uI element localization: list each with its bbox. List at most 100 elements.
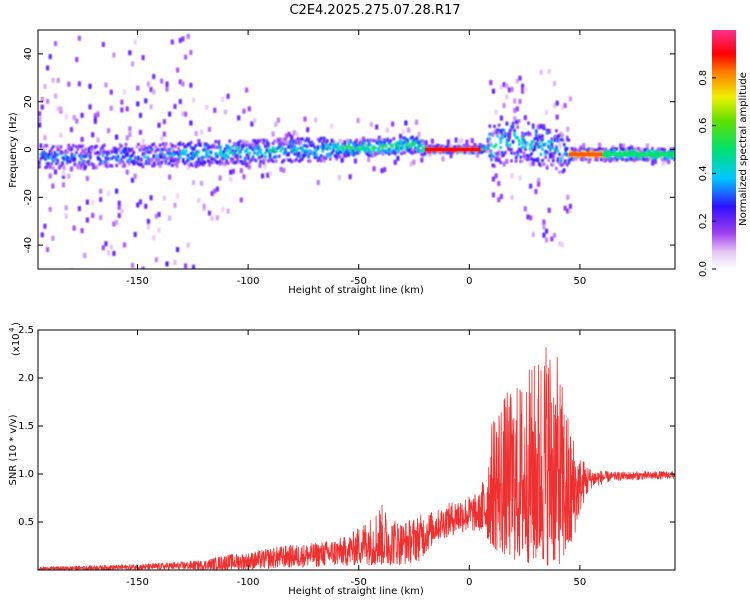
spectrogram-ridge-cell	[510, 151, 513, 155]
spectrogram-noise-cell	[75, 57, 79, 63]
spectrogram-ridge-cell	[555, 134, 558, 138]
spectrogram-noise-cell	[552, 232, 557, 238]
x-tick-label: -50	[351, 577, 367, 588]
spectrogram-ridge-cell	[409, 146, 413, 150]
spectrogram-ridge-cell	[609, 155, 612, 159]
spectrogram-ridge-cell	[296, 137, 300, 141]
spectrogram-ridge-cell	[126, 159, 129, 163]
spectrogram-noise-cell	[162, 195, 166, 201]
spectrogram-ridge-cell	[133, 160, 137, 165]
spectrogram-ridge-cell	[367, 147, 371, 151]
spectrogram-noise-cell	[406, 127, 411, 133]
spectrogram-ridge-cell	[321, 141, 324, 145]
spectrogram-ridge-cell	[336, 152, 340, 156]
spectrogram-ridge-cell	[421, 152, 425, 156]
spectrogram-ridge-cell	[277, 154, 281, 158]
spectrogram-ridge-cell	[335, 155, 338, 159]
spectrogram-noise-cell	[213, 107, 217, 113]
spectrogram-ridge-cell	[415, 136, 419, 140]
spectrogram-ridge-cell	[333, 154, 337, 158]
spectrogram-ridge-cell	[265, 140, 269, 145]
spectrogram-ridge-cell	[282, 151, 286, 155]
spectrogram-ridge-cell	[310, 141, 314, 145]
spectrogram-ridge-cell	[76, 163, 80, 167]
spectrogram-noise-cell	[77, 81, 82, 87]
spectrogram-ridge-cell	[183, 145, 187, 149]
spectrogram-noise-cell	[218, 175, 222, 181]
spectrogram-ridge-cell	[403, 140, 406, 144]
spectrogram-ridge-cell	[375, 141, 379, 145]
spectrogram-ridge-cell	[412, 138, 416, 142]
spectrogram-ridge-cell	[75, 145, 78, 149]
spectrogram-ridge-cell	[369, 138, 372, 143]
spectrogram-ridge-cell	[147, 161, 151, 166]
spectrogram-ridge-cell	[459, 150, 462, 154]
spectrogram-ridge-cell	[584, 148, 588, 152]
spectrogram-ridge-cell	[519, 155, 523, 159]
spectrogram-ridge-cell	[174, 162, 177, 167]
spectrogram-ridge-cell	[545, 166, 549, 170]
spectrogram-noise-cell	[144, 98, 148, 104]
spectrogram-noise-cell	[555, 100, 559, 106]
spectrogram-ridge-cell	[79, 163, 83, 168]
spectrogram-noise-cell	[587, 158, 591, 164]
spectrogram-ridge-cell	[171, 153, 174, 157]
spectrogram-noise-cell	[45, 247, 50, 253]
spectrogram-noise-cell	[181, 81, 185, 87]
spectrogram-ridge-cell	[212, 142, 216, 146]
spectrogram-ridge-cell	[669, 148, 673, 153]
spectrogram-ridge-cell	[62, 166, 66, 171]
spectrogram-noise-cell	[653, 158, 657, 164]
spectrogram-ridge-cell	[610, 157, 614, 161]
spectrogram-noise-cell	[48, 173, 52, 179]
spectrogram-ridge-cell	[305, 144, 309, 149]
spectrogram-noise-cell	[221, 96, 225, 102]
spectrogram-ridge-cell	[460, 149, 464, 154]
spectrogram-ridge-cell	[163, 153, 167, 157]
spectrogram-ridge-cell	[209, 151, 213, 155]
spectrogram-noise-cell	[170, 39, 174, 45]
spectrogram-ridge-cell	[522, 151, 526, 155]
spectrogram-ridge-cell	[68, 146, 72, 150]
spectrogram-noise-cell	[149, 195, 153, 201]
spectrogram-ridge-cell	[494, 131, 498, 135]
spectrogram-ridge-cell	[73, 153, 77, 157]
spectrogram-ridge-cell	[587, 150, 591, 154]
spectrogram-ridge-cell	[84, 147, 88, 152]
spectrogram-ridge-cell	[445, 150, 448, 154]
spectrogram-ridge-cell	[398, 146, 402, 150]
spectrogram-ridge-cell	[202, 163, 205, 167]
spectrogram-ridge-cell	[149, 145, 153, 150]
spectrogram-ridge-cell	[55, 158, 58, 162]
spectrogram-noise-cell	[348, 174, 352, 180]
spectrogram-ridge-cell	[59, 151, 63, 155]
spectrogram-ridge-cell	[220, 156, 224, 160]
spectrogram-ridge-cell	[302, 154, 306, 158]
spectrogram-ridge-cell	[279, 142, 283, 146]
spectrogram-ridge-cell	[288, 143, 292, 147]
spectrogram-noise-cell	[194, 131, 198, 137]
spectrogram-ridge-cell	[544, 149, 547, 154]
spectrogram-ridge-cell	[202, 148, 205, 152]
spectrogram-noise-cell	[343, 140, 347, 146]
spectrogram-ridge-cell	[42, 156, 46, 160]
spectrogram-noise-cell	[372, 166, 376, 172]
spectrogram-ridge-cell	[440, 144, 444, 148]
spectrogram-ridge-cell	[565, 147, 569, 151]
spectrogram-ridge-cell	[632, 154, 636, 158]
spectrogram-noise-cell	[59, 132, 63, 138]
spectrogram-ridge-cell	[64, 154, 67, 158]
spectrogram-ridge-cell	[262, 138, 266, 142]
spectrogram-ridge-cell	[271, 146, 275, 150]
spectrogram-noise-cell	[428, 151, 432, 157]
spectrogram-ridge-cell	[104, 151, 108, 155]
spectrogram-ridge-cell	[75, 164, 78, 168]
y-tick-label: 0	[23, 146, 34, 152]
spectrogram-ridge-cell	[590, 150, 594, 154]
spectrogram-ridge-cell	[81, 154, 84, 158]
spectrogram-ridge-cell	[98, 157, 101, 162]
spectrogram-noise-cell	[136, 202, 140, 208]
spectrogram-ridge-cell	[76, 147, 80, 151]
spectrogram-noise-cell	[45, 65, 50, 71]
spectrogram-noise-cell	[274, 121, 278, 127]
